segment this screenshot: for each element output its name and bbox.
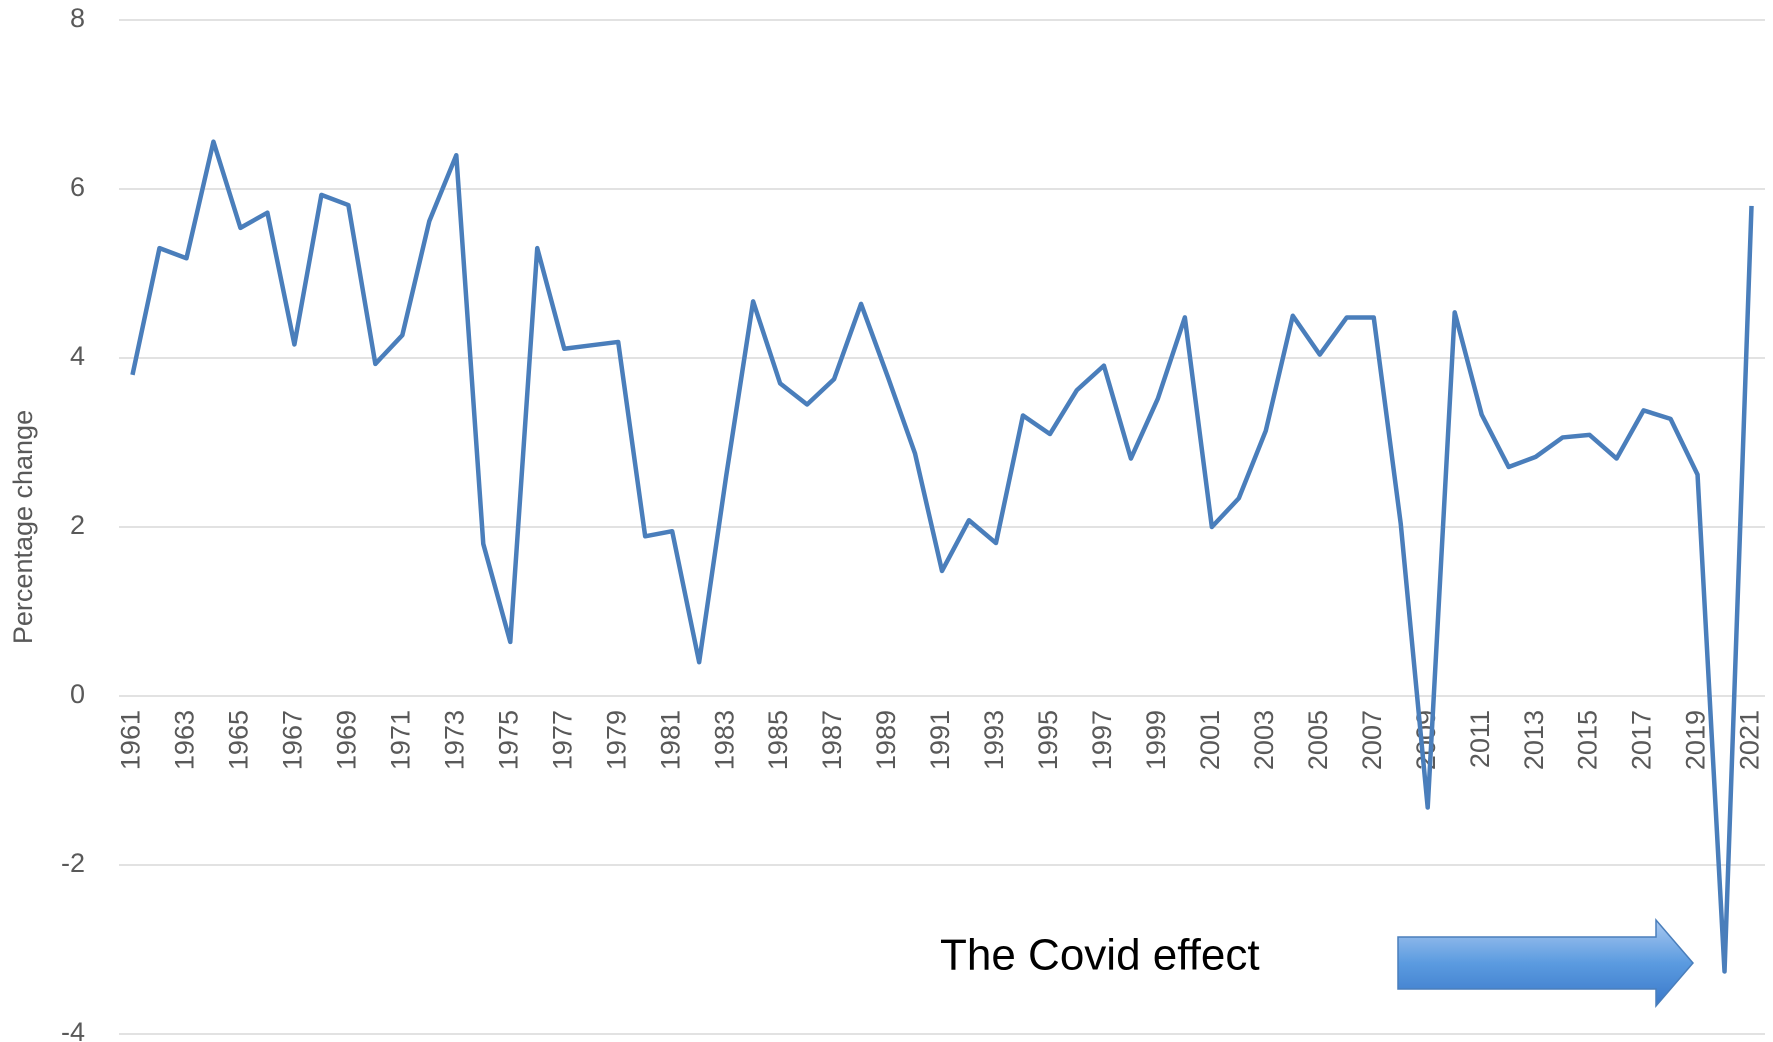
x-tick-label: 1995 (1033, 710, 1063, 770)
x-tick-label: 2009 (1411, 710, 1441, 770)
y-tick-label: -2 (61, 848, 85, 878)
y-tick-label: -4 (61, 1017, 85, 1042)
y-tick-label: 0 (70, 679, 85, 709)
y-axis-label: Percentage change (8, 410, 38, 644)
x-tick-label: 1999 (1141, 710, 1171, 770)
x-tick-label: 1967 (278, 710, 308, 770)
x-tick-label: 1983 (709, 710, 739, 770)
x-tick-label: 1961 (116, 710, 146, 770)
y-tick-label: 2 (70, 510, 85, 540)
x-tick-label: 1965 (224, 710, 254, 770)
x-tick-label: 1987 (817, 710, 847, 770)
y-tick-label: 8 (70, 3, 85, 33)
y-tick-label: 6 (70, 172, 85, 202)
x-tick-label: 2021 (1735, 710, 1765, 770)
x-tick-label: 2007 (1357, 710, 1387, 770)
x-tick-label: 1977 (547, 710, 577, 770)
x-tick-label: 2001 (1195, 710, 1225, 770)
x-tick-label: 1971 (385, 710, 415, 770)
x-tick-label: 2015 (1573, 710, 1603, 770)
x-tick-label: 1963 (170, 710, 200, 770)
x-tick-label: 1981 (655, 710, 685, 770)
x-tick-label: 1979 (601, 710, 631, 770)
x-tick-label: 2019 (1681, 710, 1711, 770)
x-tick-label: 1991 (925, 710, 955, 770)
data-line (130, 139, 1754, 974)
x-tick-label: 2003 (1249, 710, 1279, 770)
x-tick-label: 2013 (1519, 710, 1549, 770)
x-tick-label: 1989 (871, 710, 901, 770)
x-tick-label: 2011 (1465, 710, 1495, 768)
x-tick-label: 1985 (763, 710, 793, 770)
x-tick-label: 2005 (1303, 710, 1333, 770)
y-tick-label: 4 (70, 341, 85, 371)
x-tick-label: 1969 (331, 710, 361, 770)
x-tick-label: 1973 (439, 710, 469, 770)
annotation-arrow (1397, 917, 1694, 1009)
annotation: The Covid effect (940, 931, 1260, 980)
x-tick-label: 1975 (493, 710, 523, 770)
x-tick-label: 1997 (1087, 710, 1117, 770)
x-tick-label: 2017 (1627, 710, 1657, 770)
x-tick-label: 1993 (979, 710, 1009, 770)
